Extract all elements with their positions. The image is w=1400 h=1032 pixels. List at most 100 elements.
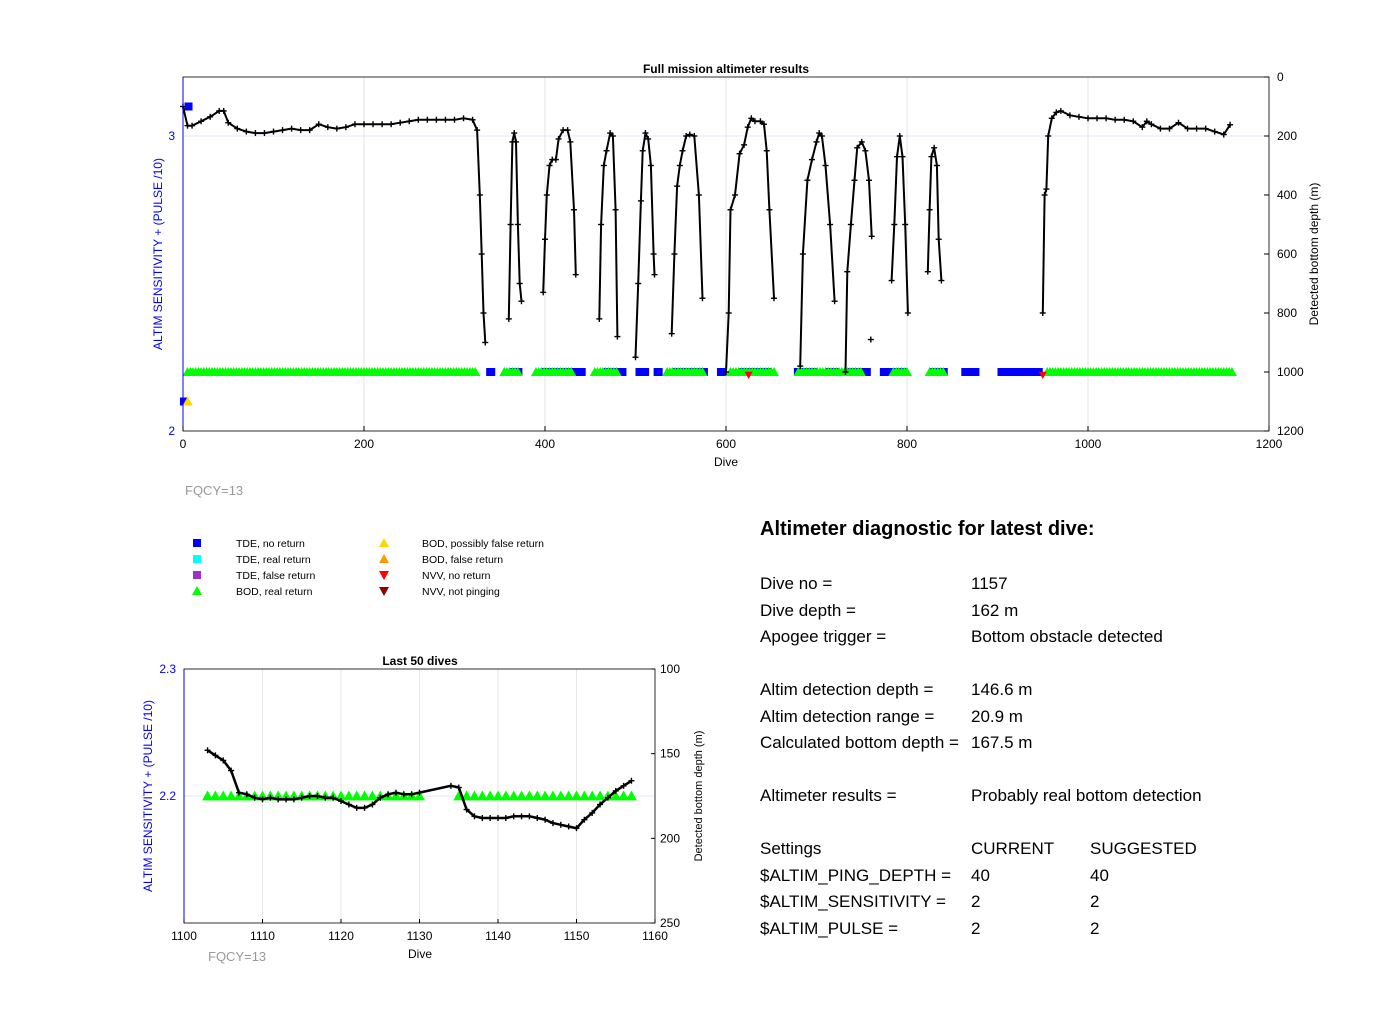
depth-point bbox=[510, 813, 517, 820]
depth-point bbox=[379, 121, 386, 128]
depth-point bbox=[204, 747, 211, 754]
depth-point bbox=[1043, 186, 1050, 193]
legend-label: NVV, no return bbox=[422, 570, 491, 582]
depth-point bbox=[904, 310, 911, 316]
settings-header: Settings CURRENT SUGGESTED bbox=[760, 836, 1380, 863]
depth-point bbox=[243, 791, 250, 798]
bottom-left-axis-label: ALTIM SENSITIVITY + (PULSE /10) bbox=[141, 700, 155, 892]
legend-label: TDE, no return bbox=[236, 538, 305, 550]
depth-point bbox=[600, 162, 607, 169]
depth-point bbox=[1184, 125, 1191, 132]
diag-value: Bottom obstacle detected bbox=[971, 627, 1163, 646]
depth-point bbox=[1048, 115, 1055, 122]
tde-no-return-marker bbox=[653, 368, 663, 376]
depth-point bbox=[1039, 310, 1046, 316]
depth-point bbox=[252, 130, 259, 137]
depth-point bbox=[564, 127, 571, 134]
depth-point bbox=[642, 130, 649, 137]
depth-point bbox=[514, 221, 521, 228]
depth-point bbox=[603, 147, 610, 154]
depth-point bbox=[518, 298, 525, 305]
depth-point bbox=[342, 124, 349, 131]
depth-point bbox=[827, 221, 834, 228]
bod-real-marker bbox=[470, 367, 481, 376]
depth-point bbox=[1143, 118, 1150, 125]
bod-real-marker bbox=[500, 790, 512, 801]
depth-point bbox=[598, 221, 605, 228]
bod-real-marker bbox=[539, 790, 551, 801]
depth-point bbox=[406, 118, 413, 125]
bod-real-marker bbox=[508, 790, 520, 801]
bod-real-marker bbox=[555, 790, 567, 801]
depth-point bbox=[397, 119, 404, 126]
bod-real-marker bbox=[571, 790, 582, 801]
depth-point bbox=[546, 162, 553, 169]
depth-point bbox=[330, 794, 337, 801]
legend-label: TDE, real return bbox=[236, 554, 311, 566]
depth-point bbox=[637, 197, 644, 204]
diag-row-dive-no: Dive no = 1157 bbox=[760, 571, 1380, 598]
last-50-dives-chart: 1100 1110 1120 1130 1140 1150 1160 2.2 2.3 100 150… bbox=[141, 654, 705, 964]
y-right-tick-label: 150 bbox=[660, 747, 680, 761]
depth-point bbox=[480, 310, 487, 316]
legend-square-icon bbox=[193, 555, 201, 563]
depth-point bbox=[433, 116, 440, 123]
diag-value: 162 m bbox=[971, 600, 1019, 620]
depth-point bbox=[628, 777, 635, 784]
depth-point bbox=[351, 121, 358, 128]
depth-point bbox=[589, 809, 596, 816]
x-tick-label: 1150 bbox=[564, 929, 590, 943]
depth-point bbox=[604, 794, 611, 801]
depth-point bbox=[275, 796, 282, 803]
depth-point bbox=[474, 127, 481, 134]
tde-no-return-marker bbox=[486, 368, 496, 376]
depth-point bbox=[668, 330, 675, 337]
depth-point bbox=[596, 315, 603, 322]
setting-label: $ALTIM_SENSITIVITY = bbox=[760, 892, 946, 911]
nvv-no-return-marker bbox=[744, 371, 753, 379]
setting-suggested: 40 bbox=[1090, 865, 1109, 885]
depth-point bbox=[306, 793, 313, 799]
diag-row-bottom-depth: Calculated bottom depth = 167.5 m bbox=[760, 730, 1380, 757]
legend-square-icon bbox=[193, 571, 201, 579]
depth-point bbox=[518, 813, 525, 820]
depth-point bbox=[447, 782, 454, 789]
tde-no-return-marker bbox=[180, 397, 188, 406]
bod-real-marker bbox=[209, 790, 221, 801]
depth-point bbox=[888, 277, 895, 284]
depth-point bbox=[1130, 118, 1137, 125]
diag-value: 20.9 m bbox=[971, 706, 1023, 726]
bod-real-marker bbox=[618, 790, 630, 801]
depth-point bbox=[1041, 192, 1048, 198]
legend-item: NVV, not pinging bbox=[379, 586, 500, 598]
legend-item: TDE, no return bbox=[193, 538, 305, 550]
depth-point bbox=[345, 801, 352, 808]
diag-value: Probably real bottom detection bbox=[971, 786, 1202, 805]
depth-point bbox=[225, 119, 232, 126]
depth-point bbox=[228, 767, 235, 774]
depth-point bbox=[388, 121, 395, 128]
depth-point bbox=[676, 162, 683, 169]
bottom-ticks: 1100 1110 1120 1130 1140 1150 1160 2.2 2.3 100 150… bbox=[159, 662, 680, 943]
x-tick-label: 1100 bbox=[171, 929, 197, 943]
depth-point bbox=[511, 130, 518, 137]
depth-point bbox=[570, 206, 577, 213]
depth-point bbox=[1121, 116, 1128, 123]
bottom-chart-title: Last 50 dives bbox=[382, 654, 458, 668]
spacer bbox=[760, 810, 1380, 837]
bod-real-marker bbox=[351, 790, 363, 801]
x-tick-label: 1110 bbox=[250, 929, 275, 943]
y-left-tick-label: 2.2 bbox=[159, 789, 176, 803]
x-tick-label: 1000 bbox=[1075, 437, 1102, 451]
bod-real-marker bbox=[280, 790, 292, 801]
depth-point bbox=[831, 298, 838, 305]
depth-point bbox=[476, 192, 483, 198]
depth-point bbox=[1066, 112, 1073, 119]
legend: TDE, no return TDE, real return TDE, false… bbox=[192, 538, 544, 598]
depth-point bbox=[727, 206, 734, 213]
depth-point bbox=[487, 815, 494, 822]
depth-point bbox=[415, 116, 422, 123]
depth-point bbox=[234, 125, 241, 132]
depth-point bbox=[1053, 109, 1060, 116]
x-tick-label: 1200 bbox=[1256, 437, 1283, 451]
